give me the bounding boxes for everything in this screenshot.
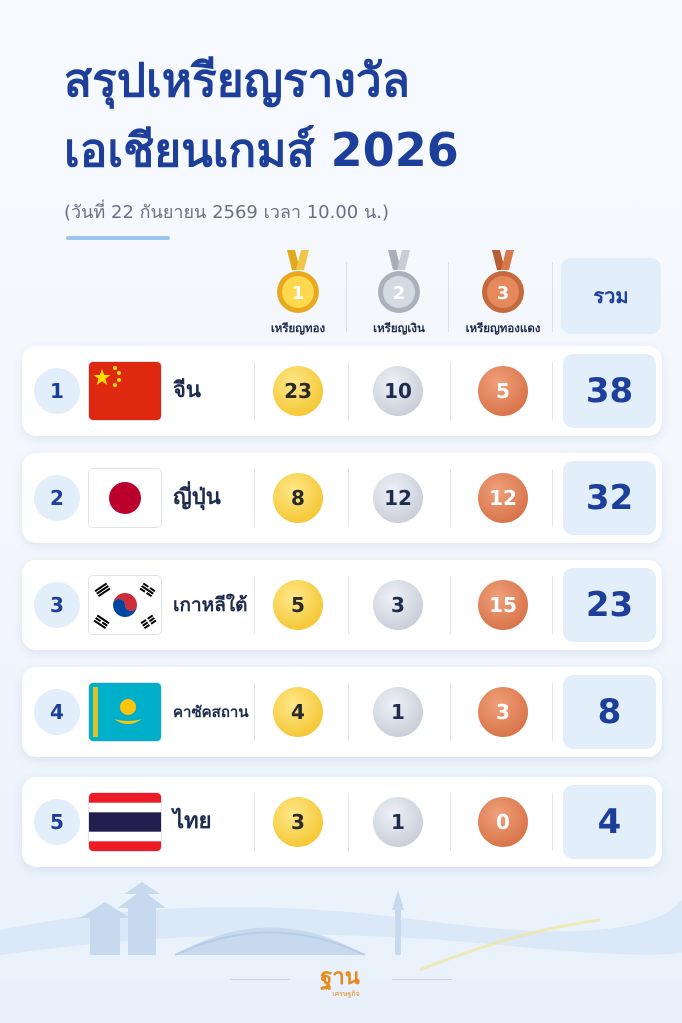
row-divider xyxy=(450,469,451,527)
thansettakij-logo: ฐาน เศรษฐกิจ xyxy=(320,965,360,998)
silver-header: 2 เหรียญเงิน xyxy=(351,250,447,338)
total-count: 32 xyxy=(563,461,656,535)
row-divider xyxy=(450,576,451,634)
row-divider xyxy=(254,793,255,851)
rank-badge: 5 xyxy=(34,799,80,845)
rank-badge: 4 xyxy=(34,689,80,735)
row-divider xyxy=(254,362,255,420)
row-divider xyxy=(254,469,255,527)
gold-count: 23 xyxy=(273,366,323,416)
header-divider xyxy=(448,262,449,332)
total-count: 4 xyxy=(563,785,656,859)
row-divider xyxy=(552,683,553,741)
bronze-count: 15 xyxy=(478,580,528,630)
gold-count: 8 xyxy=(273,473,323,523)
bronze-medal-number: 3 xyxy=(497,283,510,304)
silver-medal-number: 2 xyxy=(393,283,406,304)
gold-header: 1 เหรียญทอง xyxy=(250,250,346,338)
row-divider xyxy=(552,576,553,634)
total-header: รวม xyxy=(561,258,661,334)
row-divider xyxy=(254,576,255,634)
row-divider xyxy=(348,362,349,420)
gold-count: 5 xyxy=(273,580,323,630)
row-divider xyxy=(348,683,349,741)
silver-count: 10 xyxy=(373,366,423,416)
country-name: คาซัคสถาน xyxy=(173,703,249,721)
thailand-flag xyxy=(89,793,161,851)
logo-sub-text: เศรษฐกิจ xyxy=(332,990,359,998)
gold-medal-icon: 1 xyxy=(277,250,319,313)
stadium-skyline-illustration xyxy=(0,882,682,980)
bronze-count: 12 xyxy=(478,473,528,523)
logo-main-text: ฐาน xyxy=(320,965,360,991)
country-name: จีน xyxy=(173,378,201,403)
row-divider xyxy=(450,362,451,420)
footer-divider xyxy=(392,979,452,980)
bronze-medal-icon: 3 xyxy=(482,250,524,313)
kazakhstan-flag xyxy=(89,683,161,741)
header-divider xyxy=(552,262,553,332)
silver-count: 1 xyxy=(373,687,423,737)
japan-flag xyxy=(89,469,161,527)
row-divider xyxy=(552,469,553,527)
rank-badge: 1 xyxy=(34,368,80,414)
gold-header-label: เหรียญทอง xyxy=(270,321,326,335)
page-title-line1: สรุปเหรียญรางวัล xyxy=(64,53,410,107)
china-flag xyxy=(89,362,161,420)
country-name: เกาหลีใต้ xyxy=(173,594,248,616)
row-divider xyxy=(450,793,451,851)
page-subtitle: (วันที่ 22 กันยายน 2569 เวลา 10.00 น.) xyxy=(64,202,390,223)
page-title-line2: เอเชียนเกมส์ 2026 xyxy=(64,123,459,177)
country-name: ไทย xyxy=(173,809,212,834)
title-underline xyxy=(66,236,170,240)
row-divider xyxy=(552,362,553,420)
bronze-header: 3 เหรียญทองแดง xyxy=(455,250,551,338)
table-row: 3 เกาหลีใต้ 5 3 15 23 xyxy=(22,560,662,650)
country-name: ญี่ปุ่น xyxy=(173,485,221,510)
table-row: 2 ญี่ปุ่น 8 12 12 32 xyxy=(22,453,662,543)
table-row: 4 คาซัคสถาน 4 1 3 8 xyxy=(22,667,662,757)
bronze-header-label: เหรียญทองแดง xyxy=(465,321,541,335)
row-divider xyxy=(450,683,451,741)
row-divider xyxy=(254,683,255,741)
rank-badge: 3 xyxy=(34,582,80,628)
row-divider xyxy=(348,576,349,634)
row-divider xyxy=(552,793,553,851)
total-count: 8 xyxy=(563,675,656,749)
total-count: 23 xyxy=(563,568,656,642)
bronze-count: 0 xyxy=(478,797,528,847)
silver-count: 1 xyxy=(373,797,423,847)
row-divider xyxy=(348,793,349,851)
south-korea-flag xyxy=(89,576,161,634)
silver-medal-icon: 2 xyxy=(378,250,420,313)
bronze-count: 5 xyxy=(478,366,528,416)
table-row: 5 ไทย 3 1 0 4 xyxy=(22,777,662,867)
table-row: 1 จีน 23 10 5 38 xyxy=(22,346,662,436)
gold-count: 4 xyxy=(273,687,323,737)
silver-count: 3 xyxy=(373,580,423,630)
gold-medal-number: 1 xyxy=(292,283,305,304)
total-count: 38 xyxy=(563,354,656,428)
rank-badge: 2 xyxy=(34,475,80,521)
silver-header-label: เหรียญเงิน xyxy=(373,321,425,335)
silver-count: 12 xyxy=(373,473,423,523)
bronze-count: 3 xyxy=(478,687,528,737)
row-divider xyxy=(348,469,349,527)
footer-divider xyxy=(230,979,290,980)
gold-count: 3 xyxy=(273,797,323,847)
header-divider xyxy=(346,262,347,332)
